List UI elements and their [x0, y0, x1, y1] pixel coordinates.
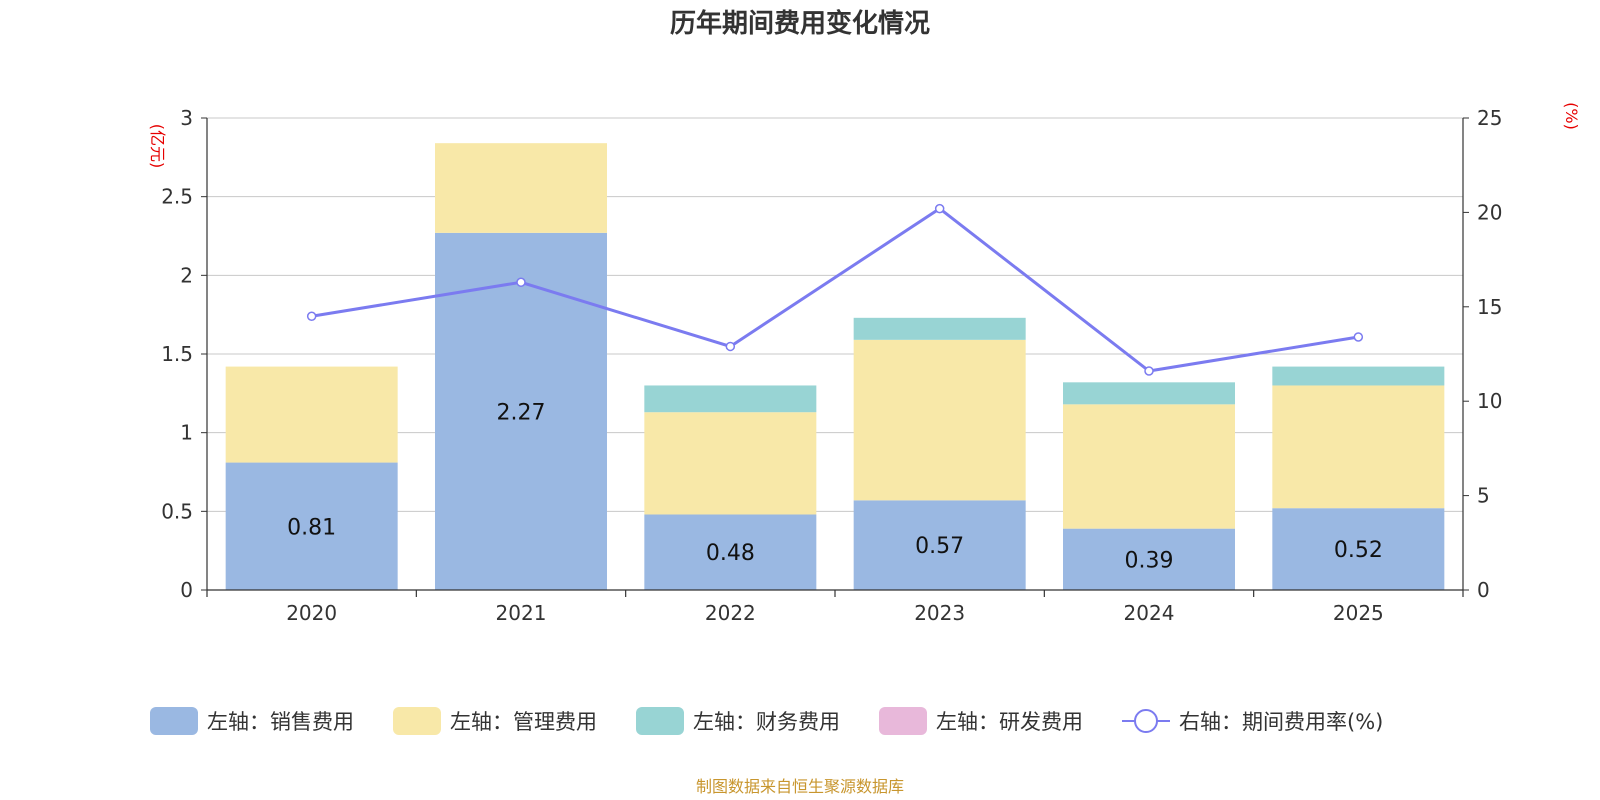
chart-title: 历年期间费用变化情况	[670, 8, 930, 39]
left-tick-label: 2.5	[161, 185, 193, 209]
left-tick-label: 1.5	[161, 342, 193, 366]
bar-segment	[644, 412, 817, 515]
rate-point	[1353, 332, 1364, 342]
bar-segment	[644, 385, 817, 413]
bar-segment	[1272, 366, 1445, 386]
bar-data-label: 2.27	[497, 400, 546, 425]
legend-swatch	[393, 707, 441, 735]
bar-segment	[1272, 385, 1445, 509]
legend[interactable]: 左轴：销售费用 左轴：管理费用 左轴：财务费用 左轴：研发费用 右轴：期间费用率(%)	[150, 707, 1383, 735]
x-tick-label: 2020	[286, 601, 337, 625]
bar-segment	[1063, 528, 1235, 590]
rate-point	[725, 341, 736, 352]
bar-segment	[435, 143, 607, 233]
rate-point	[306, 311, 317, 321]
rate-point	[934, 203, 945, 214]
grid-lines	[207, 117, 1463, 512]
bar-data-label: 0.52	[1334, 538, 1383, 563]
right-tick-label: 25	[1477, 106, 1502, 130]
right-tick-label: 5	[1477, 484, 1490, 508]
left-axis-unit: (亿元)	[148, 124, 167, 169]
right-tick-label: 15	[1477, 295, 1502, 319]
legend-item-label: 左轴：研发费用	[936, 710, 1083, 734]
bar-segment	[1063, 382, 1235, 405]
legend-swatch	[879, 707, 927, 735]
bar-group	[225, 143, 1445, 590]
x-tick-label: 2022	[705, 601, 756, 625]
x-tick-label: 2023	[914, 601, 965, 625]
bar-data-label: 0.48	[706, 541, 755, 566]
x-tick-label: 2025	[1333, 601, 1384, 625]
left-tick-label: 0.5	[161, 499, 193, 523]
right-tick-label: 0	[1477, 578, 1490, 602]
x-tick-label: 2021	[496, 601, 547, 625]
source-note: 制图数据来自恒生聚源数据库	[696, 777, 904, 796]
left-tick-label: 1	[180, 421, 193, 445]
rate-point	[516, 277, 526, 288]
bar-segment	[853, 339, 1026, 501]
bar-segment	[853, 317, 1026, 340]
bar-segment	[225, 366, 398, 463]
legend-item-label: 左轴：管理费用	[450, 710, 597, 734]
legend-circle-marker	[1134, 709, 1158, 733]
legend-item-label: 左轴：销售费用	[207, 710, 354, 734]
x-tick-label: 2024	[1124, 601, 1175, 625]
left-tick-label: 2	[180, 263, 193, 287]
legend-swatch	[636, 707, 684, 735]
left-tick-label: 0	[180, 578, 193, 602]
bar-segment	[1063, 404, 1235, 529]
bar-data-label: 0.39	[1125, 548, 1174, 573]
data-labels: 0.81 2.27 0.48 0.57 0.39 0.52	[287, 400, 1383, 573]
bar-segment	[644, 514, 817, 590]
right-tick-label: 10	[1477, 389, 1502, 413]
bar-data-label: 0.57	[915, 534, 964, 559]
right-tick-label: 20	[1477, 200, 1502, 224]
legend-item-label: 右轴：期间费用率(%)	[1179, 710, 1383, 734]
legend-swatch	[150, 707, 198, 735]
rate-point	[1144, 366, 1154, 376]
bar-segment	[853, 500, 1026, 590]
right-axis-unit: (%)	[1562, 102, 1581, 130]
rate-line	[311, 206, 1359, 373]
rate-line-group	[306, 203, 1364, 376]
left-tick-label: 3	[180, 106, 193, 130]
bar-segment	[1272, 508, 1445, 590]
bar-data-label: 0.81	[287, 515, 336, 540]
bar-segment	[225, 462, 398, 590]
legend-item-label: 左轴：财务费用	[693, 710, 840, 734]
